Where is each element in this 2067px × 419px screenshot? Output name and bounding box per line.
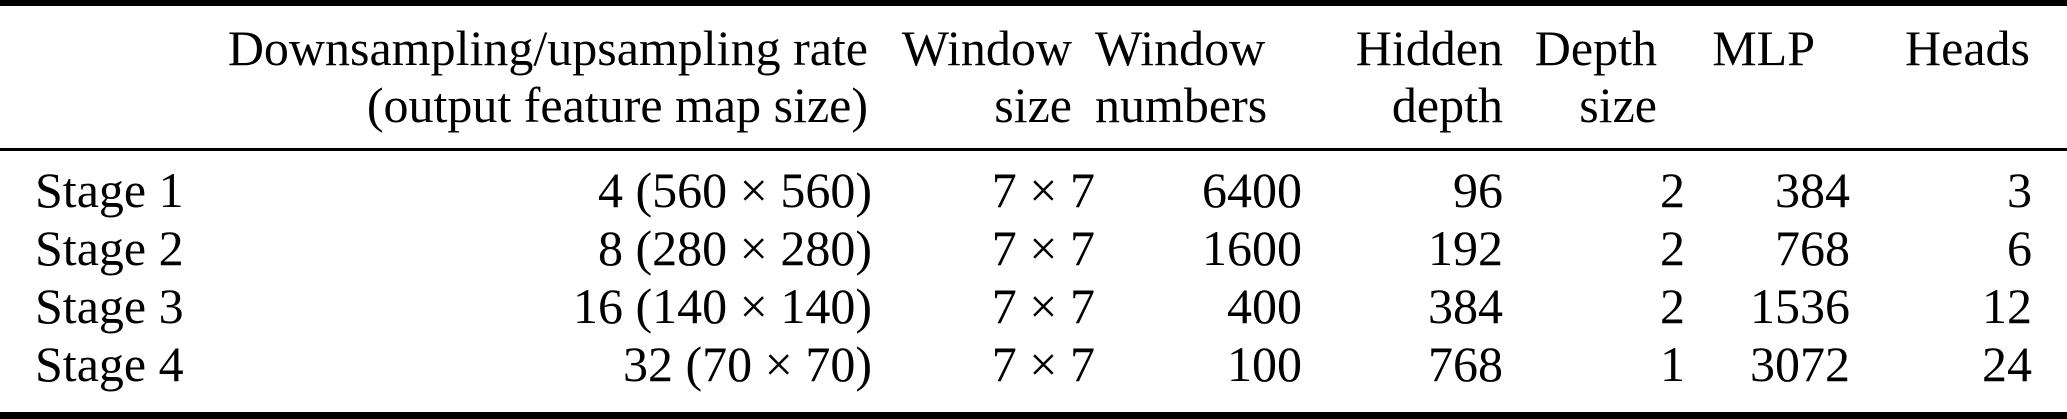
header-window-size: Window size [872, 3, 1095, 150]
cell-mlp: 768 [1775, 220, 1850, 276]
cell-mlp: 1536 [1750, 278, 1850, 334]
cell-window-size: 7 × 7 [991, 162, 1095, 218]
header-window-numbers-line1: Window [1095, 20, 1266, 76]
cell-hidden-depth: 768 [1428, 336, 1503, 392]
header-heads: Heads [1905, 20, 2030, 76]
header-depth-size-line2: size [1579, 77, 1657, 133]
header-window-size-line2: size [994, 77, 1072, 133]
header-rate: Downsampling/upsampling rate (output fea… [215, 3, 872, 150]
cell-rate: 4 (560 × 560) [598, 162, 872, 218]
header-row: Downsampling/upsampling rate (output fea… [0, 3, 2067, 150]
cell-mlp: 384 [1775, 162, 1850, 218]
cell-window-size: 7 × 7 [991, 336, 1095, 392]
cell-window-numbers: 1600 [1202, 220, 1302, 276]
cell-depth-size: 2 [1660, 220, 1685, 276]
cell-depth-size: 2 [1660, 162, 1685, 218]
cell-stage-label: Stage 4 [35, 336, 184, 392]
cell-rate: 8 (280 × 280) [598, 220, 872, 276]
cell-hidden-depth: 192 [1428, 220, 1503, 276]
cell-depth-size: 1 [1660, 336, 1685, 392]
header-hidden-depth: Hidden depth [1302, 3, 1503, 150]
cell-heads: 12 [1982, 278, 2032, 334]
cell-rate: 32 (70 × 70) [623, 336, 872, 392]
header-window-numbers: Window numbers [1095, 3, 1302, 150]
cell-window-numbers: 400 [1227, 278, 1302, 334]
cell-stage-label: Stage 2 [35, 220, 184, 276]
header-rate-line2: (output feature map size) [366, 77, 868, 133]
header-rate-line1: Downsampling/upsampling rate [227, 20, 868, 76]
cell-stage-label: Stage 3 [35, 278, 184, 334]
header-depth-size: Depth size [1503, 3, 1685, 150]
cell-mlp: 3072 [1750, 336, 1850, 392]
header-hidden-depth-line1: Hidden [1355, 20, 1503, 76]
cell-stage-label: Stage 1 [35, 162, 184, 218]
header-depth-size-line1: Depth [1534, 20, 1657, 76]
cell-hidden-depth: 96 [1453, 162, 1503, 218]
table-row-stage-3: Stage 3 16 (140 × 140) 7 × 7 400 384 2 1… [0, 277, 2067, 335]
cell-heads: 6 [2007, 220, 2032, 276]
cell-depth-size: 2 [1660, 278, 1685, 334]
header-window-size-line1: Window [901, 20, 1072, 76]
table-row-stage-1: Stage 1 4 (560 × 560) 7 × 7 6400 96 2 38… [0, 150, 2067, 220]
cell-window-size: 7 × 7 [991, 278, 1095, 334]
cell-window-numbers: 100 [1227, 336, 1302, 392]
header-mlp: MLP [1712, 20, 1815, 76]
header-hidden-depth-line2: depth [1391, 77, 1503, 133]
table-header: Downsampling/upsampling rate (output fea… [0, 3, 2067, 150]
cell-heads: 3 [2007, 162, 2032, 218]
table-row-stage-4: Stage 4 32 (70 × 70) 7 × 7 100 768 1 307… [0, 335, 2067, 416]
cell-window-numbers: 6400 [1202, 162, 1302, 218]
table-body: Stage 1 4 (560 × 560) 7 × 7 6400 96 2 38… [0, 150, 2067, 416]
cell-heads: 24 [1982, 336, 2032, 392]
header-stage-blank [0, 3, 215, 150]
table-row-stage-2: Stage 2 8 (280 × 280) 7 × 7 1600 192 2 7… [0, 219, 2067, 277]
cell-window-size: 7 × 7 [991, 220, 1095, 276]
header-window-numbers-line2: numbers [1095, 77, 1268, 133]
cell-rate: 16 (140 × 140) [573, 278, 872, 334]
cell-hidden-depth: 384 [1428, 278, 1503, 334]
